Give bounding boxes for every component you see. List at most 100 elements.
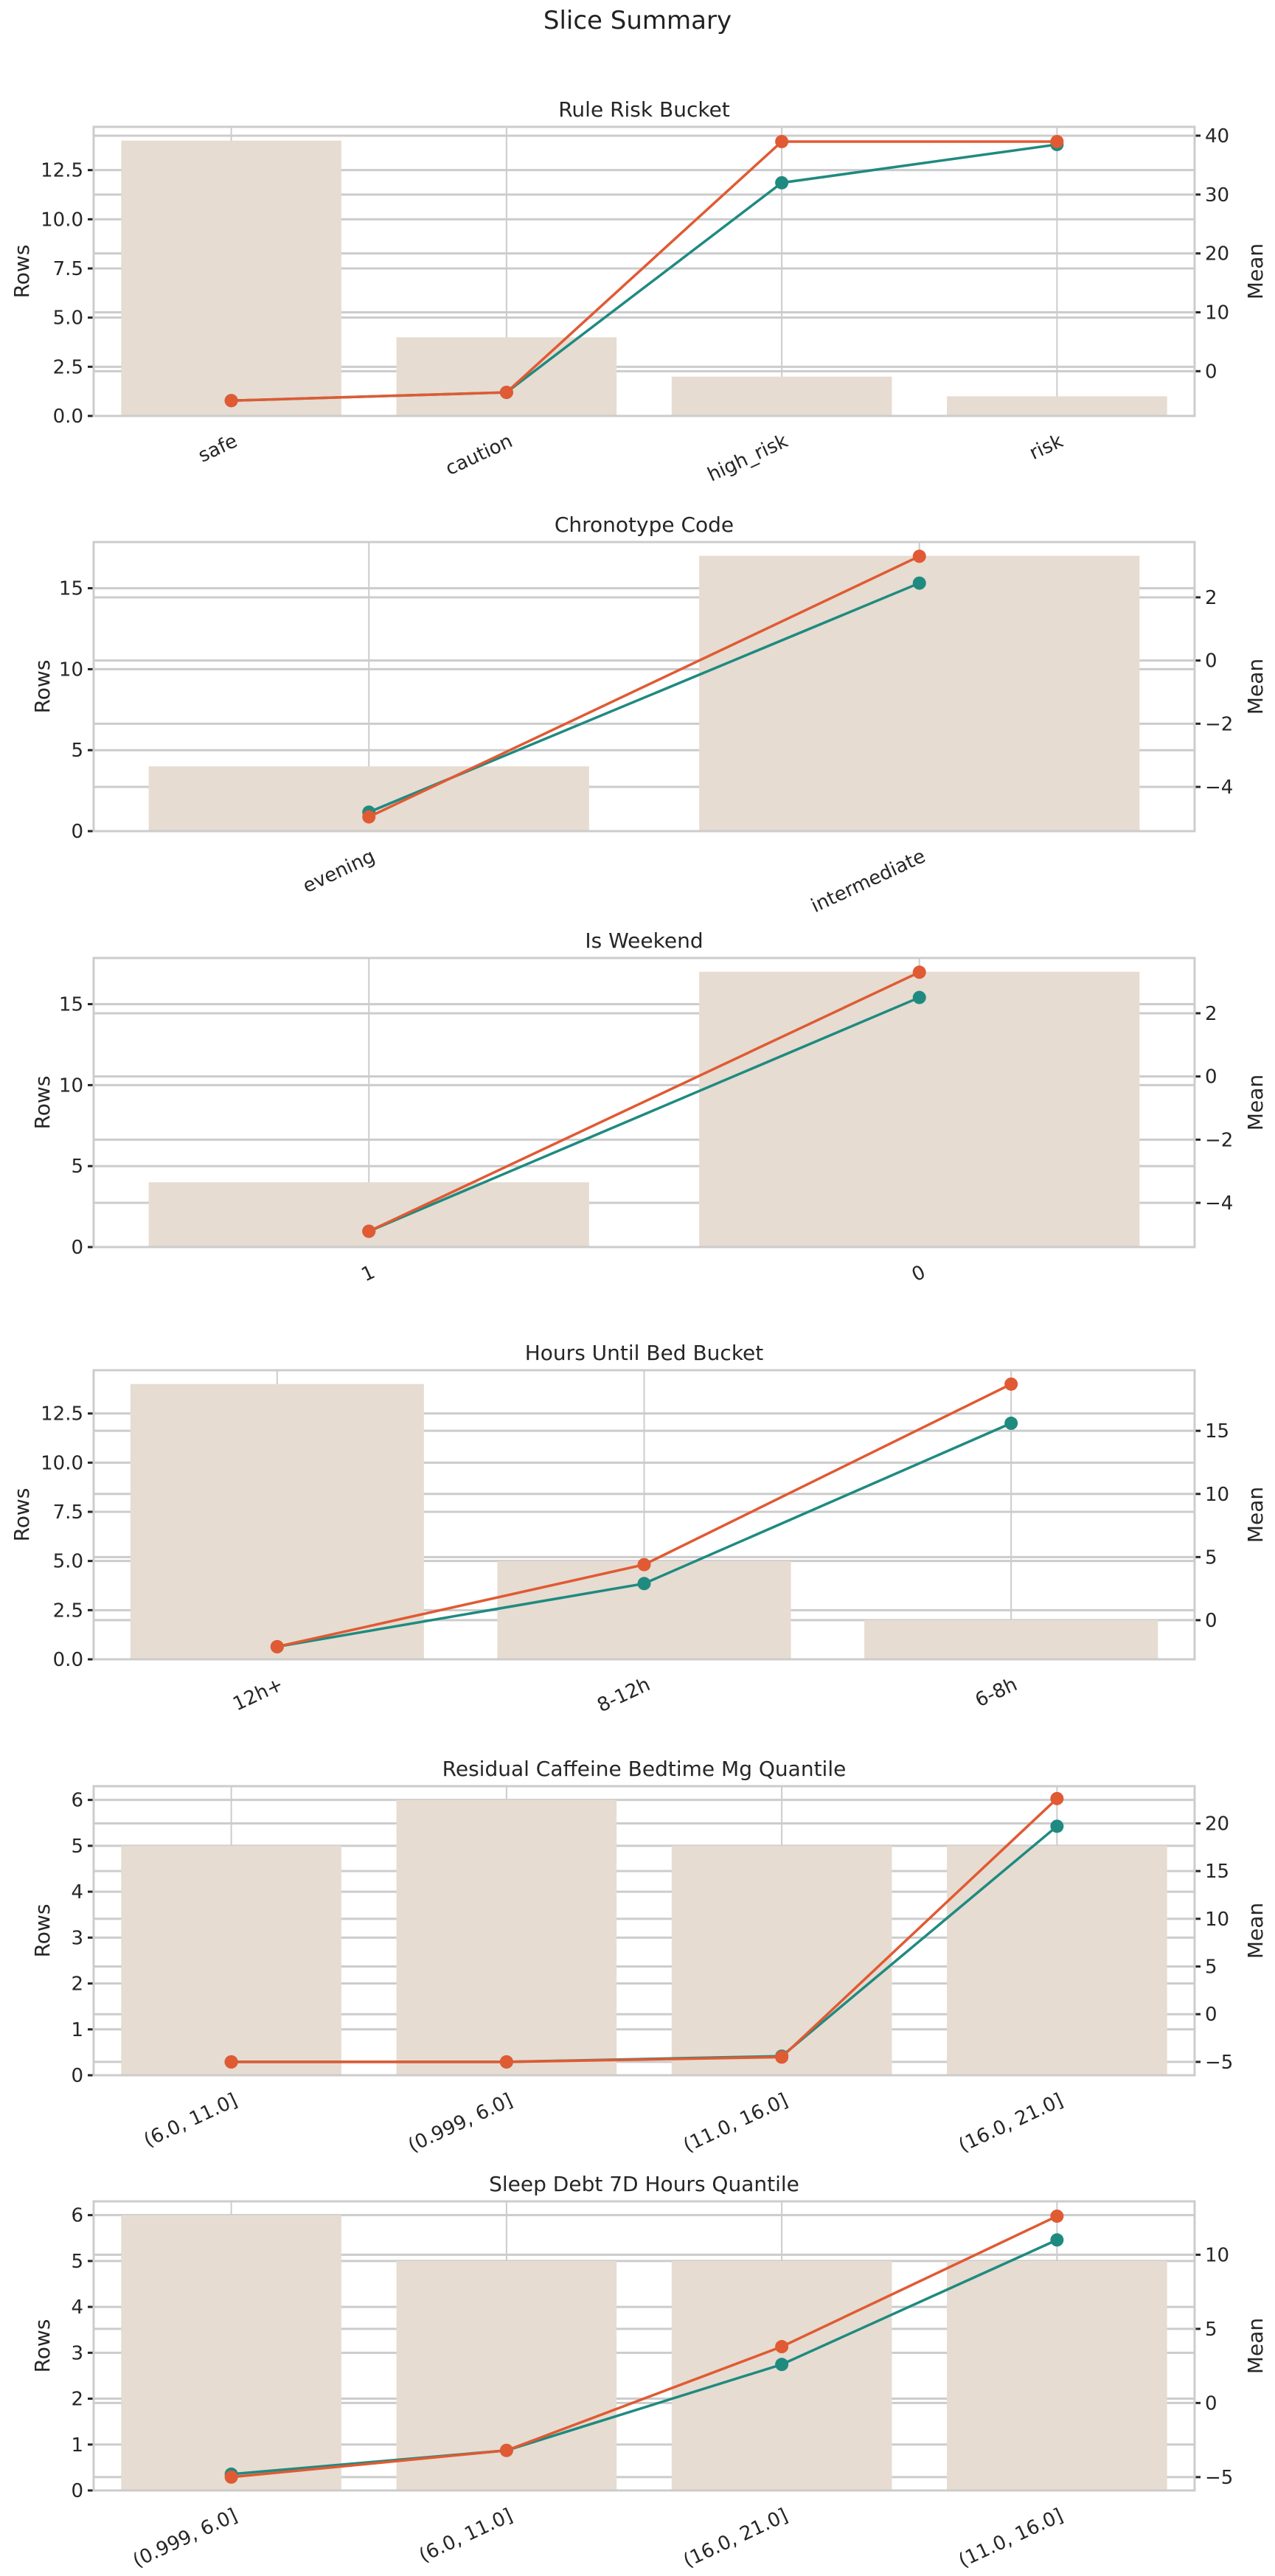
y2-tick-label: 20 [1205, 1813, 1229, 1835]
mean-line-orange [231, 140, 1057, 402]
panel-title: Rule Risk Bucket [558, 97, 730, 122]
x-tick-label: (11.0, 16.0] [680, 2089, 791, 2157]
y-tick-label: 5.0 [53, 1551, 83, 1573]
x-tick-label: risk [1026, 430, 1066, 465]
y-tick-label: 5.0 [53, 308, 83, 330]
x-tick-label: (0.999, 6.0] [130, 2504, 241, 2572]
mean-line-teal [368, 996, 920, 1233]
y-tick-label: 0 [71, 821, 83, 843]
mean-point-orange [1050, 134, 1064, 148]
y-tick-label: 2.5 [53, 356, 83, 378]
y-tick-label: 7.5 [53, 258, 83, 280]
y2-tick-label: −4 [1205, 1192, 1233, 1215]
mean-point-teal [637, 1577, 651, 1591]
y-tick-label: 3 [71, 2342, 83, 2364]
mean-line-orange [231, 1797, 1058, 2063]
mean-point-teal [912, 990, 926, 1004]
mean-point-orange [224, 2055, 238, 2069]
mean-point-orange [224, 2470, 238, 2484]
panel-1: 0.0 2.5 5.0 7.5 10.0 12.5 0 10 20 30 40 safe caution… [10, 97, 1268, 486]
axes-frame [92, 957, 1196, 1249]
x-tick-label: 0 [909, 1261, 929, 1286]
y-tick-label: 4 [71, 2296, 83, 2319]
y2-axis-label: Mean [1243, 659, 1268, 715]
y2-tick-label: −4 [1205, 777, 1233, 799]
y2-axis-label: Mean [1243, 243, 1268, 299]
axes-frame [92, 125, 1196, 417]
x-tick-label: safe [195, 430, 240, 467]
y2-tick-label: −5 [1205, 2052, 1233, 2074]
bar-intermediate [699, 555, 1140, 831]
bar-(0.999, 6.0] [121, 2215, 341, 2490]
panel-title: Hours Until Bed Bucket [525, 1341, 764, 1365]
mean-line-teal [231, 2238, 1058, 2476]
mean-point-orange [1050, 2209, 1064, 2223]
y-tick-label: 0 [71, 2065, 83, 2087]
y-tick-label: 12.5 [41, 160, 83, 182]
y2-tick-label: 10 [1205, 1484, 1229, 1506]
mean-point-orange [775, 2340, 789, 2354]
y-tick-label: 7.5 [53, 1501, 83, 1524]
bar-6-8h [864, 1619, 1158, 1659]
y2-tick-label: 2 [1205, 587, 1217, 609]
mean-point-orange [637, 1558, 651, 1572]
bar-caution [396, 337, 617, 416]
bar-risk [947, 396, 1167, 416]
x-tick-label: (0.999, 6.0] [405, 2089, 516, 2157]
y2-tick-label: 0 [1205, 2004, 1217, 2026]
panel-4: 0.0 2.5 5.0 7.5 10.0 12.5 0 5 10 15 12h+ 8-12h 6-8h H… [10, 1341, 1268, 1717]
bar-0 [699, 971, 1140, 1247]
y2-tick-label: 20 [1205, 243, 1229, 265]
y-tick-label: 15 [59, 994, 83, 1016]
y-tick-label: 10 [59, 659, 83, 681]
x-tick-label: (6.0, 11.0] [141, 2089, 241, 2152]
y2-tick-label: 10 [1205, 1909, 1229, 1931]
y-tick-label: 4 [71, 1881, 83, 1903]
y-tick-label: 5 [71, 2251, 83, 2273]
panel-title: Is Weekend [585, 928, 703, 953]
y2-tick-label: 15 [1205, 1861, 1229, 1883]
y-tick-label: 10.0 [41, 209, 83, 231]
y2-tick-label: 5 [1205, 2319, 1217, 2341]
y2-axis-label: Mean [1243, 1903, 1268, 1959]
mean-point-orange [362, 1224, 376, 1238]
mean-line-orange [231, 2215, 1058, 2479]
x-tick-label: 12h+ [229, 1673, 286, 1715]
x-tick-label: high_risk [704, 430, 791, 486]
mean-point-teal [912, 576, 926, 590]
y-axis-label: Rows [30, 1076, 55, 1130]
mean-point-orange [224, 394, 238, 408]
mean-point-orange [775, 134, 789, 148]
figure-title: Slice Summary [543, 6, 732, 35]
y-tick-label: 5 [71, 740, 83, 762]
y-tick-label: 0.0 [53, 406, 83, 428]
y2-tick-label: 10 [1205, 302, 1229, 324]
y-tick-label: 5 [71, 1156, 83, 1178]
x-tick-label: intermediate [807, 845, 928, 917]
bar-high_risk [671, 376, 892, 416]
mean-point-orange [270, 1639, 284, 1653]
y-tick-label: 15 [59, 578, 83, 600]
mean-point-orange [499, 386, 513, 400]
panel-title: Sleep Debt 7D Hours Quantile [489, 2172, 799, 2196]
bar-(11.0, 16.0] [947, 2260, 1167, 2490]
mean-point-orange [499, 2055, 513, 2069]
panel-title: Residual Caffeine Bedtime Mg Quantile [442, 1757, 847, 1781]
y-tick-label: 12.5 [41, 1403, 83, 1426]
mean-point-orange [362, 810, 376, 824]
y-axis-label: Rows [10, 245, 34, 299]
x-tick-label: caution [442, 430, 516, 480]
axes-frame [92, 1369, 1196, 1661]
mean-point-orange [912, 549, 926, 563]
y2-tick-label: 15 [1205, 1420, 1229, 1443]
mean-line-orange [368, 555, 920, 819]
y-tick-label: 0.0 [53, 1649, 83, 1671]
y-tick-label: 5 [71, 1836, 83, 1858]
y2-axis-label: Mean [1243, 2318, 1268, 2374]
x-tick-label: 8-12h [594, 1673, 653, 1717]
y2-axis-label: Mean [1243, 1075, 1268, 1131]
bar-8-12h [497, 1560, 791, 1659]
y2-tick-label: 0 [1205, 1610, 1217, 1632]
